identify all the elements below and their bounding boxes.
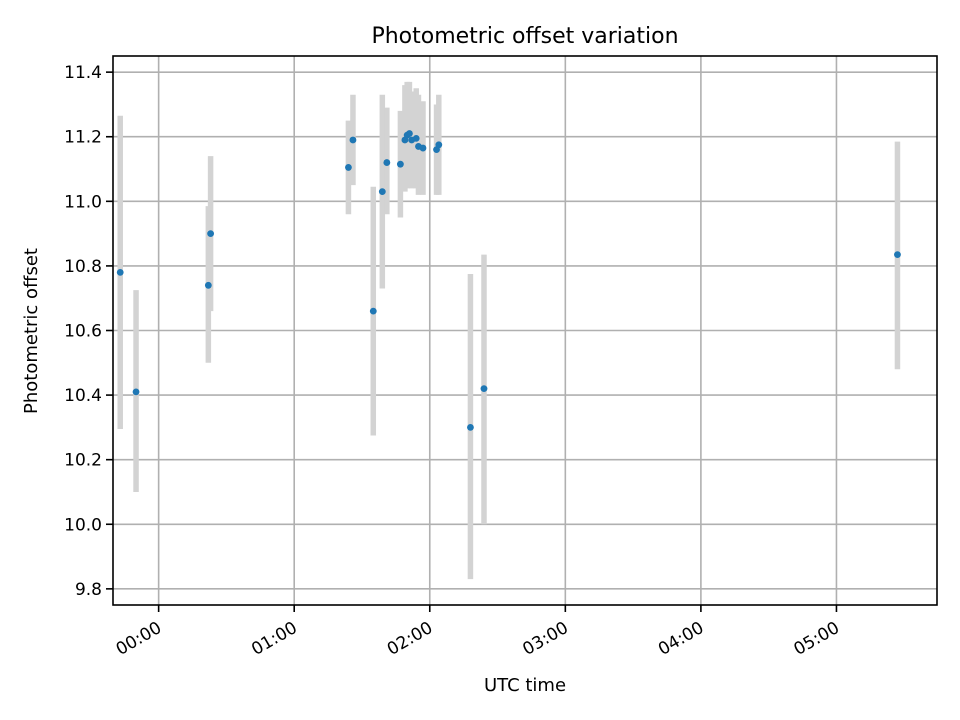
data-points (116, 130, 901, 431)
data-point (396, 160, 404, 168)
y-tick-label: 10.8 (64, 257, 102, 277)
data-point (894, 251, 901, 259)
data-point (378, 188, 386, 196)
data-point (383, 159, 391, 166)
y-tick-label: 10.2 (64, 451, 102, 471)
data-point (369, 307, 377, 315)
data-point (412, 134, 420, 142)
x-axis-label: UTC time (484, 675, 566, 696)
y-tick-label: 11.4 (64, 63, 102, 83)
data-point (132, 388, 140, 396)
data-point (467, 423, 474, 431)
data-point (116, 268, 124, 276)
y-tick-label: 10.0 (64, 515, 102, 535)
y-tick-label: 11.0 (64, 192, 102, 212)
chart-title: Photometric offset variation (371, 24, 678, 49)
grid-lines (113, 56, 937, 605)
data-point (406, 130, 413, 137)
data-point (349, 136, 357, 144)
y-tick-label: 11.2 (64, 128, 102, 148)
data-point (207, 230, 215, 238)
data-point (480, 385, 488, 393)
data-point (419, 144, 427, 152)
y-axis-label: Photometric offset (21, 248, 42, 414)
y-tick-label: 9.8 (75, 580, 102, 600)
y-tick-label: 10.4 (64, 386, 102, 406)
data-point (345, 164, 352, 171)
y-tick-label: 10.6 (64, 322, 102, 342)
data-point (435, 141, 443, 149)
data-point (204, 281, 212, 289)
